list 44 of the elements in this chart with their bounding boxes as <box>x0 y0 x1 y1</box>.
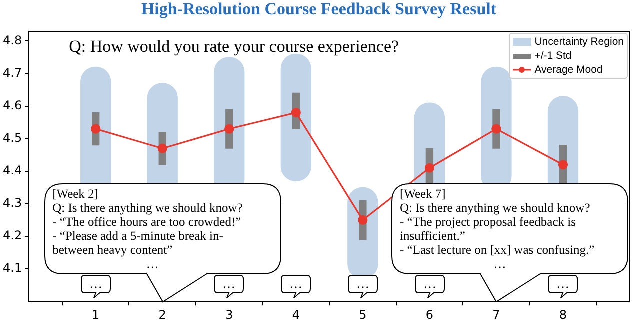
annotation: Q: How would you rate your course experience? <box>69 37 400 58</box>
x-tick-label: 8 <box>559 308 568 322</box>
point <box>558 160 568 170</box>
point <box>291 108 301 118</box>
annotation: … <box>423 276 436 291</box>
y-tick-label: 4.1 <box>2 261 22 276</box>
speech-bubble-icon: … <box>80 274 111 299</box>
speech-bubble-icon: … <box>414 274 445 299</box>
y-tick-label: 4.2 <box>2 228 22 243</box>
point <box>224 124 234 134</box>
x-tick-label: 5 <box>359 308 367 322</box>
y-tick-label: 4.6 <box>2 98 22 112</box>
y-tick-label: 4.7 <box>2 66 22 80</box>
speech-bubble-icon: … <box>348 274 378 299</box>
annotation: … <box>222 276 236 291</box>
annotation: [Week 2] Q: Is there anything we should know? - “The office hours are too crowded!” - “Please add a 5-minute break in- between heavy content” … <box>52 186 244 271</box>
speech-bubble-icon: … <box>281 274 312 299</box>
annotation: … <box>356 276 370 291</box>
x-tick-label: 4 <box>292 308 300 322</box>
y-tick-label: 4.5 <box>2 130 22 145</box>
annotation: … <box>89 276 102 291</box>
x-tick-label: 1 <box>92 308 100 322</box>
y-tick-label: 4.8 <box>2 33 22 48</box>
x-tick-label: 2 <box>158 308 166 322</box>
point <box>158 144 168 154</box>
legend-label: +/-1 Std <box>534 50 572 62</box>
annotation: … <box>290 276 303 291</box>
x-tick-label: 6 <box>426 308 434 322</box>
point <box>91 124 101 134</box>
y-tick-label: 4.4 <box>2 164 22 178</box>
bar <box>280 54 312 182</box>
annotation: … <box>556 276 570 291</box>
point <box>424 163 434 173</box>
chart-title: High-Resolution Course Feedback Survey Result <box>141 0 497 19</box>
annotation: [Week 7] Q: Is there anything we should know? - “The project proposal feedback is insufficient.” - “Last lecture on [xx] was confusing.” … <box>400 186 596 271</box>
y-tick-label: 4.3 <box>2 196 22 210</box>
point <box>358 215 368 226</box>
legend-label: Uncertainty Region <box>534 36 624 48</box>
speech-bubble-icon: … <box>214 274 244 299</box>
point <box>492 124 502 134</box>
speech-bubble-icon: … <box>548 274 578 299</box>
legend-label: Average Mood <box>534 64 603 76</box>
x-tick-label: 3 <box>226 308 234 322</box>
x-tick-label: 7 <box>492 308 500 322</box>
